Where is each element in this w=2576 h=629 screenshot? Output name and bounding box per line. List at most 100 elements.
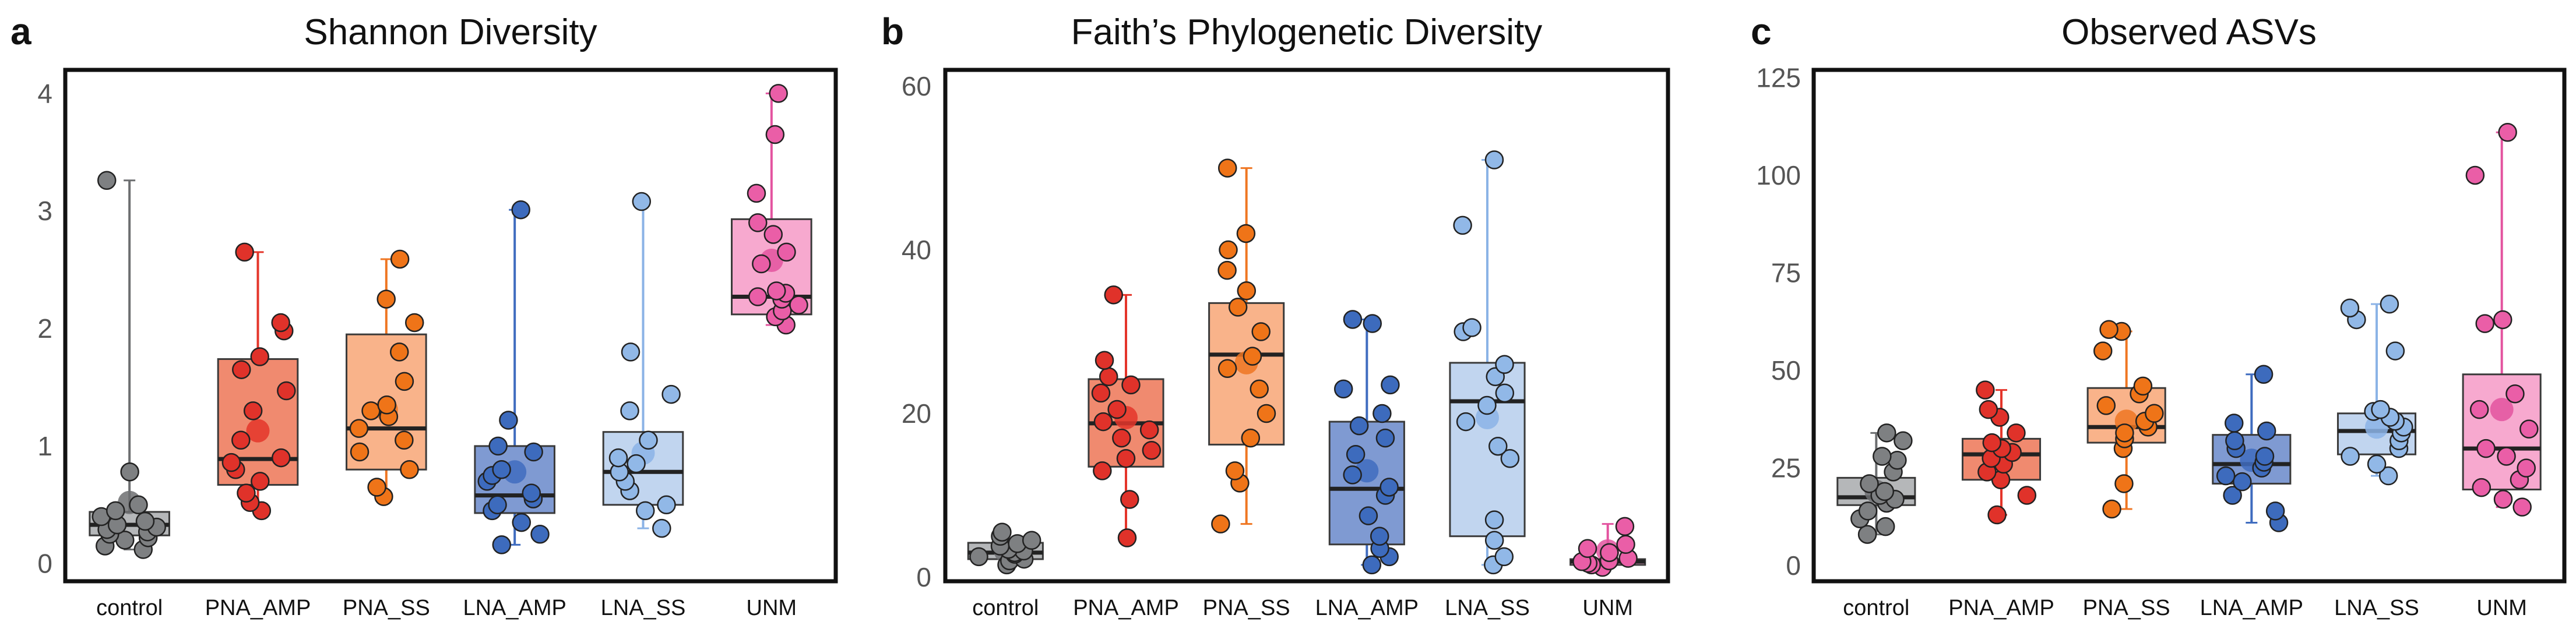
data-point bbox=[1982, 433, 2002, 453]
data-point bbox=[350, 442, 369, 462]
x-tick-label: UNM bbox=[2476, 596, 2527, 620]
data-point bbox=[1877, 423, 1896, 443]
x-tick-label: control bbox=[1843, 596, 1909, 620]
y-tick-label: 100 bbox=[1756, 160, 1801, 190]
data-point bbox=[522, 483, 541, 503]
data-point bbox=[135, 511, 155, 531]
box-PNA_AMP bbox=[217, 242, 299, 521]
data-point bbox=[635, 501, 655, 521]
panel-title: Observed ASVs bbox=[2061, 12, 2317, 52]
data-point bbox=[2505, 384, 2525, 404]
data-point bbox=[2093, 341, 2113, 361]
plot-frame bbox=[63, 68, 838, 584]
data-point bbox=[1858, 501, 1878, 521]
data-point bbox=[1217, 260, 1237, 280]
data-point bbox=[120, 462, 139, 482]
x-tick-label: LNA_AMP bbox=[1315, 596, 1419, 620]
y-tick-label: 75 bbox=[1771, 258, 1801, 288]
data-point bbox=[2341, 447, 2360, 466]
data-point bbox=[993, 522, 1012, 542]
data-point bbox=[97, 171, 117, 190]
data-point bbox=[2102, 499, 2121, 519]
x-tick-label: PNA_SS bbox=[2083, 596, 2170, 620]
data-point bbox=[492, 460, 511, 479]
data-point bbox=[512, 513, 531, 532]
panel-letter: c bbox=[1751, 10, 1772, 52]
data-point bbox=[969, 547, 988, 567]
data-point bbox=[361, 401, 381, 420]
box-UNM bbox=[1569, 517, 1646, 577]
data-point bbox=[400, 460, 419, 479]
data-point bbox=[2497, 447, 2516, 466]
data-point bbox=[1616, 535, 1635, 554]
data-point bbox=[250, 347, 269, 366]
data-point bbox=[2216, 466, 2236, 486]
box-control bbox=[1836, 423, 1916, 544]
box-control bbox=[89, 171, 170, 559]
panel-letter: b bbox=[881, 10, 904, 52]
data-point bbox=[1219, 240, 1238, 260]
data-point bbox=[395, 372, 414, 391]
box-PNA_AMP bbox=[1961, 380, 2042, 525]
data-point bbox=[2223, 486, 2242, 505]
data-point bbox=[1860, 474, 1879, 493]
data-point bbox=[2517, 458, 2536, 478]
data-point bbox=[1375, 428, 1395, 448]
data-point bbox=[1370, 526, 1389, 546]
data-point bbox=[251, 472, 270, 491]
data-point bbox=[2498, 122, 2517, 142]
data-point bbox=[2224, 414, 2244, 433]
data-point bbox=[1217, 158, 1237, 178]
data-point bbox=[1120, 490, 1139, 509]
data-point bbox=[1093, 412, 1113, 432]
box-control bbox=[967, 522, 1044, 575]
x-tick-label: LNA_SS bbox=[2334, 596, 2419, 620]
y-tick-label: 50 bbox=[1771, 355, 1801, 386]
panel-a: a Shannon Diversity 0 1 2 3 4 control PNA_AMP PNA… bbox=[10, 10, 838, 620]
data-point bbox=[2233, 472, 2252, 492]
data-point bbox=[221, 453, 241, 472]
data-point bbox=[748, 287, 768, 306]
data-point bbox=[2493, 310, 2512, 330]
plot-frame bbox=[1811, 68, 2567, 584]
x-tick-label: LNA_SS bbox=[601, 596, 686, 620]
data-point bbox=[488, 436, 508, 456]
x-tick-label: LNA_AMP bbox=[463, 596, 566, 620]
data-point bbox=[2465, 165, 2485, 185]
data-point bbox=[1343, 310, 1363, 329]
data-point bbox=[1243, 347, 1262, 366]
x-tick-label: LNA_AMP bbox=[2200, 596, 2303, 620]
panel-title: Shannon Diversity bbox=[304, 12, 597, 52]
box-PNA_SS bbox=[346, 249, 427, 506]
box-LNA_AMP bbox=[474, 200, 555, 554]
data-point bbox=[2265, 501, 2285, 521]
data-point bbox=[1462, 318, 1481, 337]
box-LNA_SS bbox=[1449, 150, 1526, 575]
data-point bbox=[243, 401, 263, 420]
data-point bbox=[1578, 539, 1597, 559]
data-point bbox=[748, 213, 768, 232]
box-UNM bbox=[2462, 122, 2542, 517]
data-point bbox=[1363, 314, 1382, 333]
data-point bbox=[2371, 400, 2390, 419]
data-point bbox=[1236, 224, 1256, 243]
y-tick-label: 0 bbox=[1786, 550, 1801, 581]
data-point bbox=[232, 360, 251, 379]
data-point bbox=[2255, 447, 2275, 466]
y-tick-label: 20 bbox=[902, 398, 931, 429]
data-point bbox=[2114, 474, 2134, 493]
data-point bbox=[1600, 543, 1619, 563]
data-point bbox=[1349, 416, 1369, 436]
data-point bbox=[2469, 400, 2489, 419]
data-point bbox=[652, 518, 671, 538]
data-point bbox=[620, 401, 639, 420]
data-point bbox=[2145, 404, 2164, 423]
data-point bbox=[2367, 454, 2387, 474]
data-point bbox=[1987, 505, 2007, 525]
y-tick-label: 125 bbox=[1756, 62, 1801, 93]
data-point bbox=[2007, 423, 2026, 443]
data-point bbox=[1093, 461, 1112, 480]
data-point bbox=[747, 183, 766, 203]
data-point bbox=[1380, 478, 1399, 497]
